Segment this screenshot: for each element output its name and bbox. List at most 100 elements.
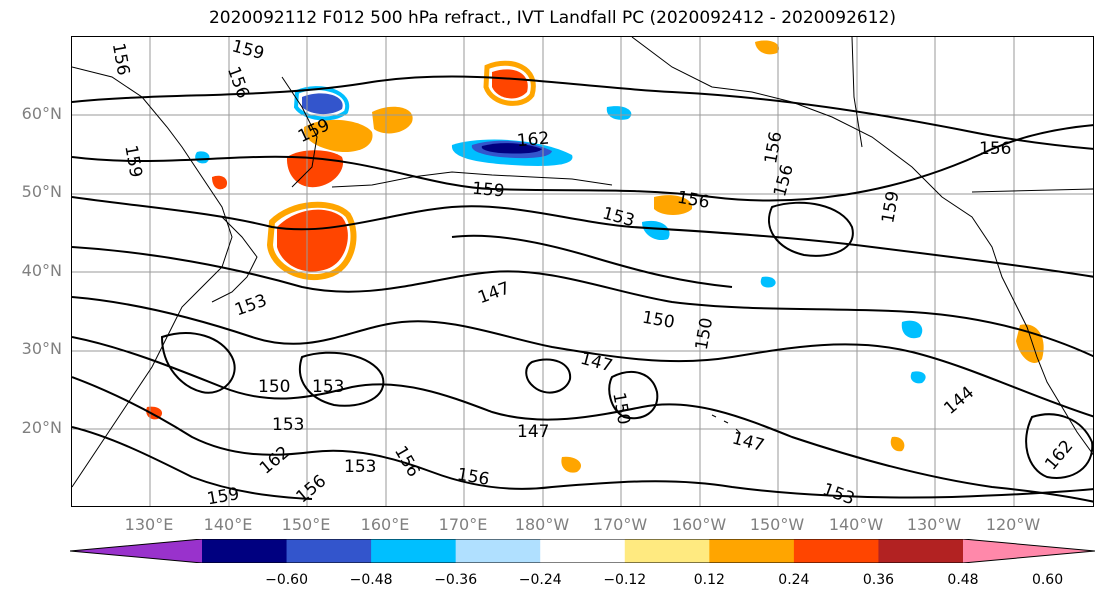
contour-label: 159: [205, 484, 240, 507]
negative-anomaly-region: [302, 93, 343, 115]
longitude-label: 170°W: [592, 515, 648, 534]
refractivity-contours: [72, 75, 1093, 503]
contour-label: 153: [232, 291, 269, 321]
colorbar-extend-min: [70, 539, 202, 563]
colorbar-tick-label: 0.36: [862, 572, 895, 588]
contour-label: 153: [312, 377, 344, 397]
colorbar-segment: [540, 539, 626, 563]
alaska-border: [851, 37, 863, 148]
positive-anomaly-region: [755, 40, 780, 55]
contour-label: 156: [223, 64, 253, 101]
contour-label: 150: [258, 377, 290, 397]
latitude-label-30n: 30°N: [21, 339, 62, 358]
contour-label: 153: [600, 203, 637, 231]
colorbar-segment: [371, 539, 457, 563]
contour-label: 162: [1041, 436, 1077, 474]
contour-label: 153: [272, 415, 304, 435]
contour-line: [608, 371, 659, 420]
contour-label: 156: [108, 42, 133, 77]
map-panel: 156 159 156 159 159 162 159 156 153 156 …: [71, 36, 1094, 507]
contour-label: 147: [475, 278, 512, 308]
contour-label: 150: [692, 316, 717, 351]
latitude-label-40n: 40°N: [21, 261, 62, 280]
contour-line: [72, 75, 1093, 150]
contour-label: 159: [471, 179, 505, 202]
latitude-label-60n: 60°N: [21, 104, 62, 123]
colorbar-extend-max: [963, 539, 1095, 563]
colorbar: [70, 539, 1095, 563]
colorbar-tick-label: 0.12: [693, 572, 725, 588]
negative-anomaly-region: [642, 220, 670, 241]
colorbar-tick-label: −0.24: [518, 572, 562, 588]
kamchatka-coastline: [281, 76, 318, 188]
figure-title: 2020092112 F012 500 hPa refract., IVT La…: [208, 8, 896, 28]
contour-line: [451, 234, 733, 288]
contour-label: 162: [256, 442, 294, 478]
positive-anomaly-region: [654, 195, 693, 215]
longitude-label: 130°E: [124, 515, 174, 534]
longitude-label: 150°W: [749, 515, 805, 534]
colorbar-tick-label: −0.60: [265, 572, 308, 588]
contour-label: 147: [517, 422, 549, 442]
colorbar-tick-label: −0.12: [603, 572, 647, 588]
colorbar-tick-label: 0.48: [947, 572, 979, 588]
contour-line: [72, 376, 1093, 499]
positive-anomaly-region: [492, 69, 528, 99]
contour-label: 156: [979, 139, 1011, 159]
contour-line: [299, 351, 385, 407]
colorbar-segment: [455, 539, 541, 563]
negative-anomaly-region: [481, 143, 542, 154]
colorbar-segment: [202, 539, 288, 563]
positive-anomaly-region: [561, 456, 582, 473]
colorbar-tick-label: 0.60: [1031, 572, 1064, 588]
canada-usa-border: [971, 188, 1093, 193]
contour-label: 150: [641, 308, 676, 333]
longitude-label: 160°W: [671, 515, 727, 534]
positive-anomaly-region: [372, 106, 413, 134]
map-canvas: 156 159 156 159 159 162 159 156 153 156 …: [72, 37, 1093, 507]
contour-label: 150: [608, 391, 633, 426]
colorbar-segment: [286, 539, 372, 563]
contour-label: 156: [293, 471, 331, 507]
positive-anomaly-region: [277, 209, 348, 272]
colorbar-segment: [624, 539, 710, 563]
contour-label: 147: [578, 349, 615, 377]
positive-anomaly-region: [212, 175, 228, 190]
negative-anomaly-region: [901, 320, 923, 339]
graticule: [72, 37, 1093, 506]
colorbar-segment: [878, 539, 964, 563]
negative-anomaly-region: [606, 106, 632, 120]
longitude-label: 140°E: [203, 515, 253, 534]
alaska-coastline: [631, 37, 1013, 298]
contour-line: [72, 124, 1093, 202]
longitude-label: 120°W: [985, 515, 1041, 534]
contour-line: [768, 201, 854, 257]
longitude-label: 160°E: [360, 515, 410, 534]
contour-line: [72, 296, 1093, 418]
latitude-label-20n: 20°N: [21, 418, 62, 437]
positive-anomaly-region: [303, 119, 373, 153]
contour-label: 156: [770, 162, 798, 199]
negative-anomaly-region: [195, 151, 210, 164]
longitude-label: 140°W: [828, 515, 884, 534]
colorbar-segment: [793, 539, 879, 563]
colorbar-tick-label: −0.48: [349, 572, 393, 588]
asia-coastline: [72, 66, 233, 488]
contour-label: 156: [455, 465, 490, 490]
colorbar-segments: [70, 539, 1095, 563]
contour-line: [72, 246, 1093, 358]
longitude-label: 180°W: [514, 515, 570, 534]
north-america-coastline: [1011, 296, 1093, 456]
positive-anomaly-region: [483, 60, 536, 106]
positive-anomaly-region: [286, 150, 344, 188]
anomaly-shading: [146, 40, 1044, 473]
contour-line: [1025, 413, 1093, 479]
longitude-label: 130°W: [906, 515, 962, 534]
colorbar-tick-label: 0.24: [778, 572, 810, 588]
contour-label: 147: [730, 428, 767, 456]
contour-label: 156: [761, 130, 786, 165]
positive-anomaly-region: [266, 201, 357, 281]
contour-label: 159: [120, 144, 145, 179]
positive-anomaly-region: [890, 436, 905, 452]
contour-line: [160, 332, 236, 394]
